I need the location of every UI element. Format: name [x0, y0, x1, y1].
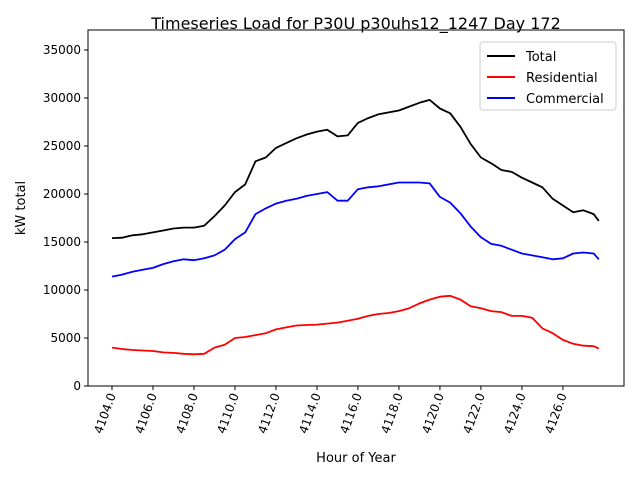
- y-tick-label: 35000: [43, 43, 81, 57]
- x-tick-label: 4124.0: [501, 391, 529, 435]
- x-axis-label: Hour of Year: [316, 451, 396, 466]
- x-tick-label: 4116.0: [337, 391, 365, 435]
- x-axis: 4104.0 4106.0 4108.0 4110.0 4112.0 4114.0 4116…: [91, 386, 570, 435]
- y-tick-label: 10000: [43, 283, 81, 297]
- legend: Total Residential Commercial: [479, 41, 617, 111]
- legend-label-residential: Residential: [526, 71, 598, 86]
- x-tick-label: 4114.0: [296, 391, 324, 435]
- y-axis-label: kW total: [14, 181, 29, 235]
- y-tick-label: 20000: [43, 187, 81, 201]
- axes-frame: [87, 29, 625, 387]
- x-tick-label: 4108.0: [173, 391, 201, 435]
- legend-label-total: Total: [525, 50, 556, 65]
- x-tick-label: 4106.0: [132, 391, 160, 435]
- x-tick-label: 4118.0: [378, 391, 406, 435]
- y-tick-label: 30000: [43, 91, 81, 105]
- series-line-residential: [111, 294, 600, 356]
- series-line-commercial: [111, 181, 600, 278]
- legend-frame: [479, 41, 617, 111]
- y-tick-label: 15000: [43, 235, 81, 249]
- y-tick-label: 25000: [43, 139, 81, 153]
- x-tick-label: 4126.0: [542, 391, 570, 435]
- x-tick-label: 4110.0: [214, 391, 242, 435]
- series-layer: [111, 99, 600, 356]
- x-tick-label: 4104.0: [91, 391, 119, 435]
- legend-label-commercial: Commercial: [526, 92, 604, 107]
- y-tick-label: 5000: [50, 331, 81, 345]
- x-tick-label: 4112.0: [255, 391, 283, 435]
- x-tick-label: 4122.0: [460, 391, 488, 435]
- y-tick-label: 0: [73, 379, 81, 393]
- series-line-total: [111, 99, 600, 239]
- y-axis: 0 5000 10000 15000 20000 25000 30000 35000: [43, 43, 88, 393]
- x-tick-label: 4120.0: [419, 391, 447, 435]
- chart-title: Timeseries Load for P30U p30uhs12_1247 D…: [150, 14, 561, 34]
